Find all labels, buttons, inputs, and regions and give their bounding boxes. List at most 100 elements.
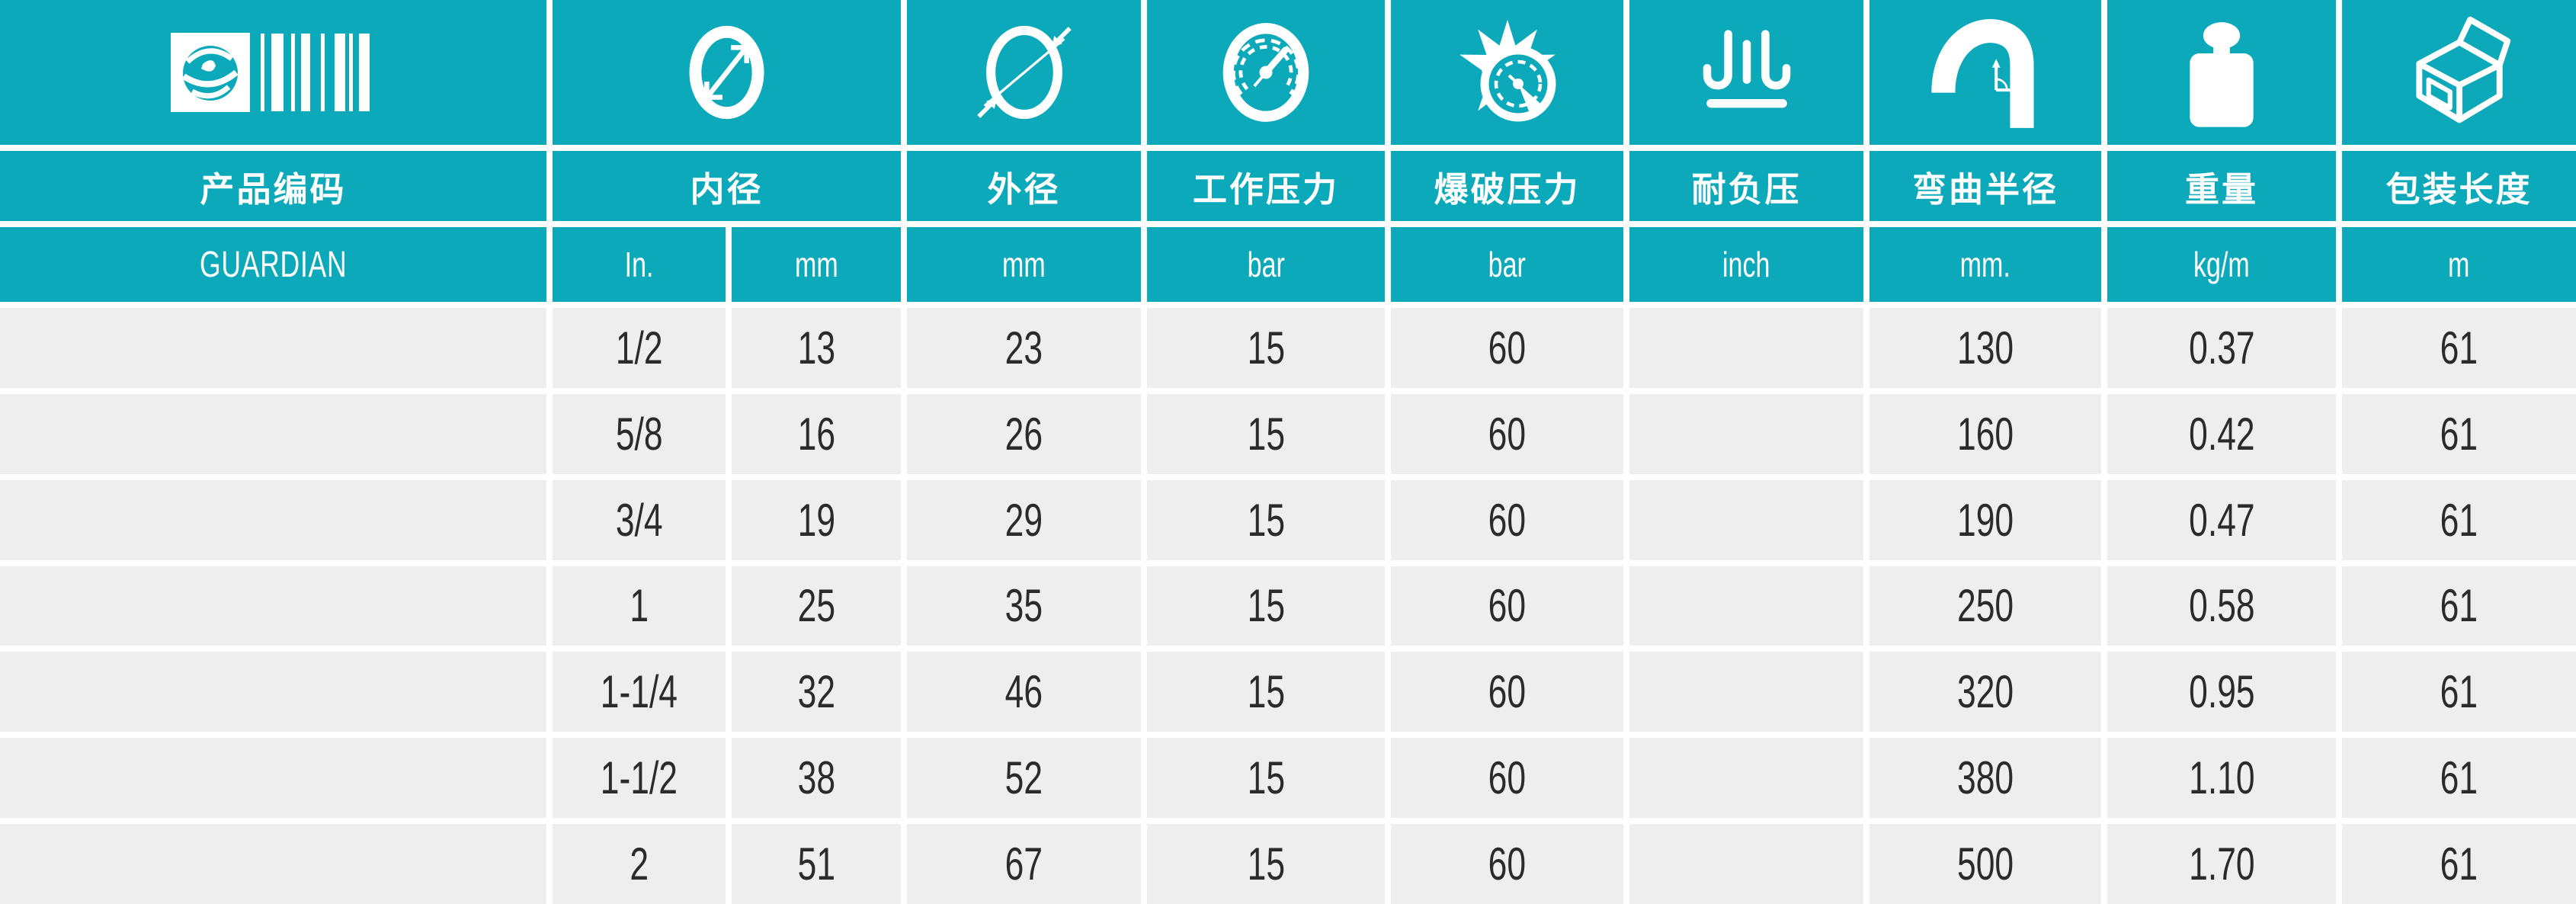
cell-value: 19 <box>797 494 835 546</box>
cell-value: 15 <box>1247 494 1285 546</box>
column-label: 重量 <box>2184 169 2258 209</box>
cell-value: 46 <box>1004 666 1043 718</box>
cell-value: 16 <box>797 408 835 460</box>
cell-value: 1-1/4 <box>600 666 678 718</box>
brand-cell: GUARDIAN <box>0 227 546 302</box>
table-cell: 67 <box>907 824 1141 904</box>
cell-value: 1 <box>630 580 649 632</box>
unit-cell-inner-diameter-in: In. <box>553 227 726 302</box>
cell-value: 15 <box>1247 322 1285 373</box>
table-cell <box>0 566 546 646</box>
unit-label: mm <box>1002 245 1046 284</box>
table-cell: 23 <box>907 308 1141 388</box>
header-cell-vacuum-label: 耐负压 <box>1629 151 1863 221</box>
cell-value: 1-1/2 <box>600 752 678 804</box>
cell-value: 190 <box>1956 494 2014 546</box>
table-cell: 15 <box>1147 393 1385 474</box>
table-cell: 190 <box>1870 479 2101 560</box>
table-cell: 16 <box>732 393 901 474</box>
header-cell-bend-radius-icon <box>1870 0 2101 145</box>
table-cell: 1-1/2 <box>553 738 726 819</box>
cell-value: 38 <box>797 752 835 804</box>
column-label: 内径 <box>690 169 764 209</box>
table-cell: 60 <box>1391 738 1623 819</box>
outer-diameter-icon <box>976 25 1072 120</box>
vacuum-icon <box>1703 30 1790 108</box>
header-cell-outer-diameter-label: 外径 <box>907 151 1141 221</box>
table-cell: 29 <box>907 479 1141 560</box>
logo-barcode-icon <box>170 33 370 112</box>
column-label: 爆破压力 <box>1434 169 1581 209</box>
table-cell: 35 <box>907 566 1141 646</box>
header-cell-package-length-label: 包装长度 <box>2342 151 2576 221</box>
cell-value: 61 <box>2440 408 2478 460</box>
table-cell: 15 <box>1147 652 1385 732</box>
table-cell: 60 <box>1391 652 1623 732</box>
column-label: 产品编码 <box>200 169 347 209</box>
cell-value: 1.10 <box>2188 752 2255 804</box>
cell-value: 15 <box>1247 838 1285 890</box>
table-cell: 380 <box>1870 738 2101 819</box>
cell-value: 1.70 <box>2188 838 2255 890</box>
unit-cell-outer-diameter: mm <box>907 227 1141 302</box>
unit-label: m <box>2448 245 2470 284</box>
table-cell: 38 <box>732 738 901 819</box>
cell-value: 61 <box>2440 838 2478 890</box>
table-cell: 0.58 <box>2107 566 2336 646</box>
table-cell <box>0 479 546 560</box>
table-cell: 61 <box>2342 308 2576 388</box>
cell-value: 380 <box>1956 752 2014 804</box>
unit-cell-burst-pressure: bar <box>1391 227 1623 302</box>
unit-cell-vacuum: inch <box>1629 227 1863 302</box>
unit-label: kg/m <box>2193 245 2250 284</box>
table-cell: 3/4 <box>553 479 726 560</box>
cell-value: 67 <box>1004 838 1043 890</box>
cell-value: 320 <box>1956 666 2014 718</box>
table-cell: 15 <box>1147 738 1385 819</box>
header-cell-working-pressure-label: 工作压力 <box>1147 151 1385 221</box>
cell-value: 60 <box>1488 752 1527 804</box>
header-cell-inner-diameter-label: 内径 <box>553 151 901 221</box>
column-label: 弯曲半径 <box>1911 169 2059 209</box>
header-cell-working-pressure-icon <box>1147 0 1385 145</box>
inner-diameter-icon <box>689 25 764 120</box>
header-cell-weight-icon <box>2107 0 2336 145</box>
unit-label: inch <box>1722 245 1770 284</box>
table-cell: 61 <box>2342 824 2576 904</box>
package-box-icon <box>2415 16 2510 123</box>
table-cell: 130 <box>1870 308 2101 388</box>
table-cell: 1/2 <box>553 308 726 388</box>
table-cell: 320 <box>1870 652 2101 732</box>
cell-value: 51 <box>797 838 835 890</box>
cell-value: 60 <box>1488 408 1527 460</box>
cell-value: 61 <box>2440 322 2478 373</box>
table-cell: 25 <box>732 566 901 646</box>
cell-value: 0.42 <box>2188 408 2255 460</box>
table-cell: 60 <box>1391 393 1623 474</box>
cell-value: 60 <box>1488 494 1527 546</box>
table-cell <box>0 652 546 732</box>
brand-name: GUARDIAN <box>199 244 348 285</box>
header-cell-inner-diameter-icon <box>553 0 901 145</box>
cell-value: 0.58 <box>2188 580 2255 632</box>
cell-value: 130 <box>1956 322 2014 373</box>
table-cell: 1.10 <box>2107 738 2336 819</box>
weight-icon <box>2190 22 2254 127</box>
table-cell: 60 <box>1391 566 1623 646</box>
cell-value: 60 <box>1488 666 1527 718</box>
table-cell: 0.47 <box>2107 479 2336 560</box>
unit-cell-package-length: m <box>2342 227 2576 302</box>
table-cell: 250 <box>1870 566 2101 646</box>
unit-cell-working-pressure: bar <box>1147 227 1385 302</box>
cell-value: 32 <box>797 666 835 718</box>
header-cell-bend-radius-label: 弯曲半径 <box>1870 151 2101 221</box>
unit-label: In. <box>624 245 654 284</box>
header-cell-vacuum-icon <box>1629 0 1863 145</box>
table-cell: 46 <box>907 652 1141 732</box>
table-cell <box>1629 308 1863 388</box>
table-cell: 15 <box>1147 308 1385 388</box>
header-cell-package-length-icon <box>2342 0 2576 145</box>
cell-value: 15 <box>1247 408 1285 460</box>
column-label: 耐负压 <box>1691 169 1802 209</box>
